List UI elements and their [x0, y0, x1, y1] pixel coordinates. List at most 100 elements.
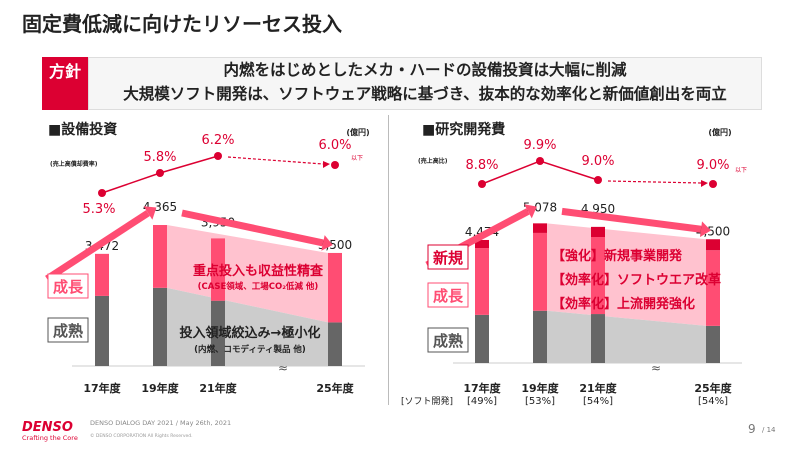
- mature-annotation-sub: (内燃、コモディティ製品 他): [194, 344, 306, 355]
- rate-point: [709, 180, 717, 188]
- legend-box: [47, 317, 89, 343]
- page-total: / 14: [762, 426, 776, 434]
- arrow-head-icon: [701, 180, 708, 187]
- bar-新規: [591, 226, 605, 238]
- legend-box: [427, 327, 469, 353]
- legend-label: 新規: [433, 249, 463, 267]
- rate-value-label: 6.0%: [318, 138, 351, 153]
- bar-成長: [591, 237, 605, 315]
- bar-新規: [475, 239, 489, 249]
- page-number: 9: [748, 422, 756, 436]
- bar-成熟: [591, 314, 605, 363]
- bar-成熟: [95, 295, 109, 366]
- policy-tag-text: 方針: [48, 62, 81, 81]
- rate-value-label: 6.2%: [201, 133, 234, 148]
- legend-label: 成長: [53, 278, 84, 296]
- category-label: 21年度: [199, 381, 237, 395]
- axis-break-icon: ≈: [651, 361, 661, 375]
- bar-成熟: [153, 287, 167, 366]
- rate-point: [331, 161, 339, 169]
- rate-suffix: 以下: [351, 155, 363, 162]
- category-label: 25年度: [694, 381, 732, 395]
- bar-新規: [533, 223, 547, 233]
- arrow-head-icon: [699, 221, 711, 238]
- rate-suffix: 以下: [735, 167, 747, 174]
- rate-label: (売上高比): [418, 157, 448, 165]
- category-label: 19年度: [521, 381, 559, 395]
- bar-成長: [706, 250, 720, 326]
- bar-成長: [153, 225, 167, 288]
- bar-新規: [706, 239, 720, 251]
- arrow-head-icon: [323, 161, 330, 168]
- bar-成熟: [533, 310, 547, 363]
- bar-成長: [328, 252, 342, 323]
- legend-label: 成長: [433, 287, 464, 305]
- unit-label: (億円): [708, 127, 731, 137]
- rd-annotation: 【強化】新規事業開発: [552, 248, 683, 264]
- bar-成長: [95, 253, 109, 296]
- legend-label: 成熟: [53, 322, 83, 340]
- mature-annotation: 投入領域絞込み→極小化: [180, 325, 321, 341]
- rate-line: [481, 160, 599, 185]
- policy-line-1: 内燃をはじめとしたメカ・ハードの設備投資は大幅に削減: [223, 61, 627, 79]
- rate-label: (売上高償却費率): [50, 160, 98, 168]
- soft-share-label: [49%]: [467, 396, 497, 407]
- logo-tagline: Crafting the Core: [22, 434, 78, 442]
- rate-value-label: 9.0%: [696, 158, 729, 173]
- mature-band: [167, 287, 328, 366]
- axis-break-icon: ≈: [278, 361, 288, 375]
- footer-event: DENSO DIALOG DAY 2021 / May 26th, 2021: [90, 419, 232, 427]
- arrow-head-icon: [524, 204, 537, 219]
- page-title: 固定費低減に向けたリソーセス投入: [22, 12, 342, 36]
- divider: [388, 115, 389, 405]
- category-label: 17年度: [83, 381, 121, 395]
- bar-成熟: [211, 300, 225, 366]
- soft-share-label: [53%]: [525, 396, 555, 407]
- category-label: 21年度: [579, 381, 617, 395]
- arrow-head-icon: [143, 206, 157, 220]
- soft-share-label: [54%]: [698, 396, 728, 407]
- rate-dashed-line: [607, 180, 702, 184]
- legend-label: 成熟: [433, 332, 463, 350]
- category-label: 25年度: [316, 381, 354, 395]
- footer-copyright: © DENSO CORPORATION All Rights Reserved.: [90, 434, 193, 439]
- rate-dashed-line: [227, 156, 324, 165]
- trend-arrow-up: [45, 210, 150, 282]
- category-label: 17年度: [463, 381, 501, 395]
- growth-band: [167, 225, 328, 323]
- arrow-head-icon: [321, 235, 333, 251]
- policy-line-2: 大規模ソフト開発は、ソフトウェア戦略に基づき、抜本的な効率化と新価値創出を両立: [123, 85, 727, 103]
- chart-title: ■研究開発費: [422, 121, 505, 138]
- rd-annotation: 【効率化】上流開発強化: [552, 296, 695, 312]
- rate-value-label: 9.9%: [523, 138, 556, 153]
- unit-label: (億円): [346, 127, 369, 137]
- bar-成熟: [328, 322, 342, 366]
- bar-成熟: [706, 325, 720, 363]
- growth-annotation-sub: (CASE領域、工場CO₂低減 他): [198, 281, 319, 292]
- trend-arrow-down: [561, 207, 702, 233]
- bar-成熟: [475, 314, 489, 363]
- legend-box: [427, 244, 469, 270]
- rate-line: [101, 155, 219, 194]
- mature-band: [547, 310, 706, 363]
- rd-annotation: 【効率化】ソフトウエア改革: [552, 272, 721, 288]
- rate-value-label: 5.8%: [143, 150, 176, 165]
- soft-share-label: [54%]: [583, 396, 613, 407]
- soft-dev-label: [ソフト開発]: [401, 395, 453, 407]
- trend-arrow-down: [181, 209, 324, 247]
- rate-value-label: 8.8%: [465, 158, 498, 173]
- bar-成長: [475, 248, 489, 315]
- rate-value-label: 5.3%: [82, 202, 115, 217]
- legend-box: [427, 282, 469, 308]
- growth-annotation: 重点投入も収益性精査: [193, 263, 324, 279]
- bar-成長: [533, 232, 547, 311]
- denso-logo: DENSO: [22, 420, 73, 435]
- chart-title: ■設備投資: [48, 121, 117, 138]
- bar-成長: [211, 238, 225, 301]
- legend-box: [47, 273, 89, 299]
- growth-band: [547, 223, 706, 326]
- policy-box: 内燃をはじめとしたメカ・ハードの設備投資は大幅に削減 大規模ソフト開発は、ソフト…: [88, 57, 762, 110]
- rate-value-label: 9.0%: [581, 154, 614, 169]
- category-label: 19年度: [141, 381, 179, 395]
